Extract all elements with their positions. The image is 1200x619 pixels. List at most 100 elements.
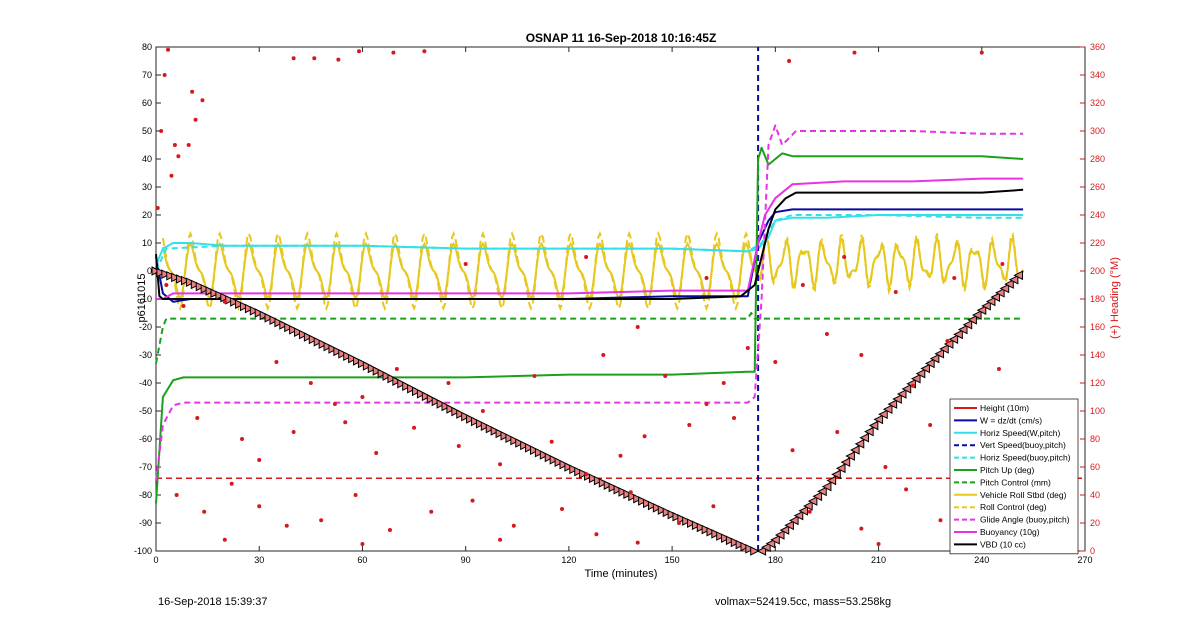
height-marker: [161, 269, 171, 280]
y2-tick-label: 20: [1090, 518, 1100, 528]
height-marker: [788, 515, 799, 526]
legend-label: Vehicle Roll Stbd (deg): [980, 490, 1067, 500]
heading-point: [704, 276, 709, 280]
height-marker: [500, 430, 511, 441]
y-tick-label: 0: [147, 266, 152, 276]
y-axis-label: p6161015: [136, 274, 148, 323]
y2-tick-label: 80: [1090, 434, 1100, 444]
y2-tick-label: 140: [1090, 350, 1105, 360]
height-marker: [392, 376, 402, 386]
roll-control-line: [161, 230, 1025, 312]
height-marker: [803, 501, 813, 511]
series-line-5: [155, 146, 1024, 504]
height-marker: [864, 426, 874, 437]
height-marker: [647, 500, 658, 511]
height-marker: [323, 341, 334, 352]
heading-point: [859, 353, 864, 357]
height-marker: [205, 286, 216, 296]
legend-label: Vert Speed(buoy,pitch): [980, 440, 1066, 450]
heading-point: [594, 532, 599, 537]
y-tick-label: -60: [139, 434, 152, 444]
x-tick-label: 120: [561, 555, 576, 565]
height-marker: [701, 524, 712, 535]
height-marker: [421, 391, 432, 402]
x-tick-label: 30: [254, 555, 264, 565]
heading-point: [387, 528, 392, 532]
height-marker: [770, 534, 780, 545]
y2-tick-label: 40: [1090, 490, 1100, 500]
height-marker: [730, 537, 741, 548]
y-tick-label: 80: [142, 42, 152, 52]
height-marker: [892, 394, 902, 404]
heading-point: [200, 98, 205, 103]
height-marker: [593, 475, 604, 486]
y-tick-label: -80: [139, 490, 152, 500]
height-marker: [901, 384, 912, 394]
series-line-10: [156, 177, 1024, 300]
heading-point: [498, 462, 503, 467]
heading-point: [910, 383, 915, 388]
y-tick-label: 30: [142, 182, 152, 192]
height-marker: [230, 297, 240, 307]
height-marker: [845, 451, 855, 461]
height-marker: [854, 439, 865, 449]
height-marker: [793, 510, 804, 521]
legend-box: [949, 398, 1079, 555]
height-marker: [878, 409, 888, 420]
heading-point: [357, 49, 362, 54]
height-marker: [402, 381, 412, 392]
legend: Height (10m) W = dz/dt (cm/s) Horiz Speed(…: [949, 398, 1079, 555]
height-marker: [812, 491, 823, 502]
height-marker: [967, 315, 977, 325]
height-marker: [711, 529, 721, 539]
height-marker: [559, 459, 570, 470]
height-marker: [687, 518, 697, 528]
height-marker: [835, 463, 846, 474]
heading-point: [642, 434, 647, 439]
legend-label: Height (10m): [980, 403, 1029, 413]
height-marker: [554, 457, 565, 468]
height-marker: [603, 480, 614, 490]
heading-point: [308, 381, 313, 385]
height-marker: [691, 520, 702, 531]
y-tick-label: -100: [134, 546, 152, 556]
heading-point: [628, 490, 633, 495]
height-marker: [638, 496, 648, 506]
heading-point: [979, 50, 984, 55]
height-marker: [515, 438, 525, 448]
heading-point: [787, 59, 792, 63]
height-marker: [999, 283, 1010, 294]
height-marker: [510, 435, 520, 446]
height-marker: [990, 292, 1001, 302]
y2-tick-label: 340: [1090, 70, 1105, 80]
heading-point: [790, 448, 795, 453]
height-marker: [333, 346, 343, 357]
height-marker: [598, 478, 609, 488]
height-marker: [981, 301, 991, 311]
y2-tick-label: 240: [1090, 210, 1105, 220]
heading-point: [186, 143, 191, 147]
height-marker: [882, 404, 893, 415]
heading-point: [291, 430, 296, 434]
y2-tick-label: 180: [1090, 294, 1105, 304]
height-marker: [294, 327, 304, 338]
height-marker: [353, 356, 363, 366]
series-line-9: [155, 124, 1024, 482]
legend-label: Glide Angle (buoy,pitch): [980, 515, 1070, 525]
heading-point: [422, 49, 427, 54]
height-marker: [249, 305, 260, 316]
height-marker: [235, 299, 245, 310]
heading-point: [222, 537, 227, 542]
y-tick-label: 20: [142, 210, 152, 220]
heading-point: [1000, 262, 1005, 266]
y-tick-label: -50: [139, 406, 152, 416]
legend-label: Roll Control (deg): [980, 502, 1047, 512]
height-marker: [220, 292, 230, 303]
height-marker: [608, 482, 619, 493]
height-marker: [441, 401, 452, 412]
height-marker: [215, 290, 226, 301]
heading-point: [193, 117, 198, 122]
height-marker: [817, 486, 827, 497]
x-tick-label: 240: [974, 555, 989, 565]
height-marker: [934, 348, 945, 359]
